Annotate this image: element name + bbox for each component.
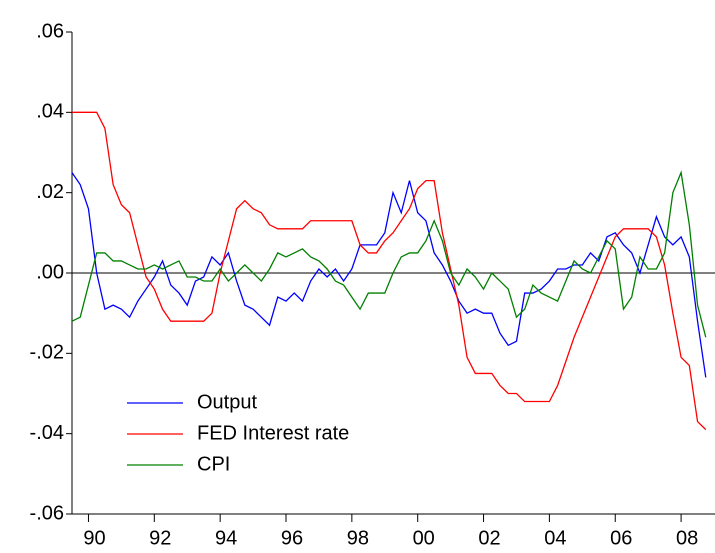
legend-label: FED Interest rate bbox=[197, 422, 349, 444]
series-line bbox=[72, 170, 707, 338]
legend-label: Output bbox=[197, 391, 257, 413]
x-tick-label: 92 bbox=[149, 527, 171, 549]
series-line bbox=[72, 111, 707, 431]
x-tick-label: 02 bbox=[478, 527, 500, 549]
x-tick-label: 96 bbox=[281, 527, 303, 549]
x-tick-label: 00 bbox=[413, 527, 435, 549]
x-tick-label: 08 bbox=[676, 527, 698, 549]
y-tick-label: -.06 bbox=[30, 502, 64, 524]
y-tick-label: .06 bbox=[36, 20, 64, 42]
x-tick-label: 94 bbox=[215, 527, 237, 549]
x-tick-label: 90 bbox=[83, 527, 105, 549]
y-tick-label: .02 bbox=[36, 181, 64, 203]
x-tick-label: 04 bbox=[544, 527, 566, 549]
series-line bbox=[72, 172, 707, 378]
y-tick-label: -.02 bbox=[30, 342, 64, 364]
y-tick-label: .00 bbox=[36, 261, 64, 283]
plot-area bbox=[72, 111, 707, 431]
x-tick-label: 06 bbox=[610, 527, 632, 549]
y-tick-label: -.04 bbox=[30, 422, 64, 444]
legend-label: CPI bbox=[197, 453, 230, 475]
y-tick-label: .04 bbox=[36, 101, 64, 123]
x-tick-label: 98 bbox=[347, 527, 369, 549]
